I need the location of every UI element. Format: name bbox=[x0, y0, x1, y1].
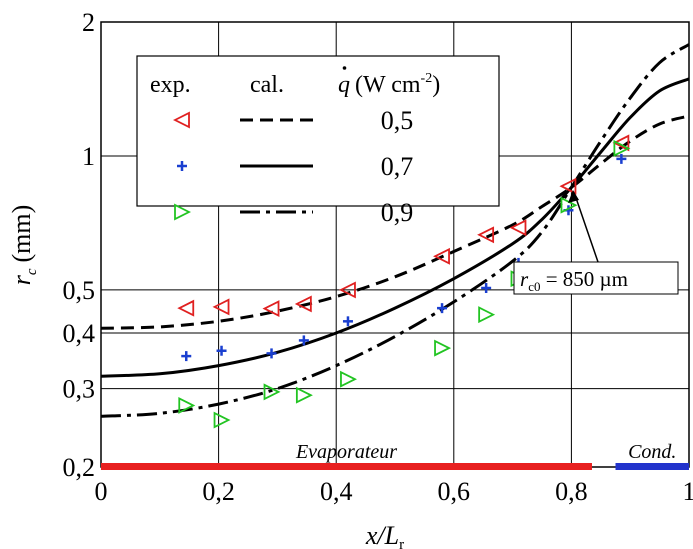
exp-point-plus bbox=[342, 316, 353, 327]
y-tick-label: 0,2 bbox=[63, 453, 96, 482]
calculated-curves bbox=[100, 43, 690, 418]
exp-point-plus bbox=[616, 153, 627, 164]
exp-point-triangle-right bbox=[178, 396, 196, 414]
y-tick-label: 1 bbox=[82, 142, 95, 171]
y-axis-label: rc(mm) bbox=[7, 205, 40, 286]
legend-header-exp: exp. bbox=[150, 72, 191, 98]
legend-marker-triangle-right bbox=[174, 203, 192, 221]
exp-point-triangle-right bbox=[295, 386, 313, 404]
exp-point-plus bbox=[216, 345, 227, 356]
legend-rows: 0,5 0,7 0,9 bbox=[172, 106, 414, 227]
zone-label-1: Cond. bbox=[628, 441, 676, 463]
legend-q-value: 0,5 bbox=[381, 106, 414, 135]
exp-point-plus bbox=[481, 282, 492, 293]
y-tick-label: 0,3 bbox=[63, 375, 96, 404]
exp-point-triangle-right bbox=[213, 411, 231, 429]
exp-point-triangle-right bbox=[478, 306, 496, 324]
exp-point-plus bbox=[298, 335, 309, 346]
x-tick-label: 0,2 bbox=[202, 477, 235, 506]
annotation-arrowhead bbox=[568, 190, 579, 203]
exp-point-triangle-left bbox=[477, 226, 495, 244]
x-tick-label: 0,4 bbox=[320, 477, 353, 506]
legend-q-value: 0,9 bbox=[381, 198, 414, 227]
axis-labels: x/Lr rc(mm) bbox=[7, 205, 404, 549]
y-tick-label: 0,4 bbox=[63, 319, 96, 348]
x-axis-label: x/Lr bbox=[365, 521, 404, 549]
exp-point-triangle-left bbox=[612, 134, 630, 152]
x-tick-label: 0 bbox=[95, 477, 108, 506]
zone-label-0: Evaporateur bbox=[295, 441, 397, 463]
exp-point-triangle-left bbox=[177, 299, 195, 317]
legend-q-dot bbox=[342, 66, 347, 70]
legend: exp. cal. q (W cm-2) 0,5 0,7 0,9 bbox=[136, 55, 500, 227]
exp-point-plus bbox=[266, 348, 277, 359]
exp-point-triangle-left bbox=[433, 247, 450, 265]
exp-point-triangle-left bbox=[509, 219, 527, 237]
legend-header-cal: cal. bbox=[250, 72, 284, 98]
cal-curve-dashdot bbox=[100, 43, 690, 418]
exp-point-triangle-left bbox=[294, 295, 312, 313]
y-tick-label: 0,5 bbox=[63, 276, 96, 305]
legend-box bbox=[136, 55, 500, 207]
annotation-text: rc0 = 850 µm bbox=[520, 267, 628, 294]
x-tick-labels: 0 0,2 0,4 0,6 0,8 1 bbox=[95, 477, 693, 506]
legend-q-value: 0,7 bbox=[381, 152, 414, 181]
exp-point-plus bbox=[181, 351, 192, 362]
exp-point-triangle-right bbox=[613, 139, 631, 157]
y-tick-label: 2 bbox=[82, 8, 95, 37]
zone-bar-0 bbox=[101, 463, 592, 470]
exp-point-triangle-right bbox=[340, 370, 357, 388]
legend-header-q: q (W cm-2) bbox=[338, 71, 440, 98]
x-tick-label: 1 bbox=[683, 477, 693, 506]
x-tick-label: 0,8 bbox=[555, 477, 588, 506]
cal-curve-solid bbox=[100, 77, 690, 378]
zone-bars: Evaporateur Cond. bbox=[101, 441, 689, 470]
annotation-box bbox=[513, 261, 679, 295]
y-tick-labels: 0,2 0,3 0,4 0,5 1 2 bbox=[63, 8, 96, 482]
annotation-arrow bbox=[574, 194, 599, 263]
exp-point-triangle-left bbox=[338, 281, 356, 299]
cal-curve-dashed bbox=[100, 114, 690, 330]
experimental-points bbox=[177, 134, 631, 429]
legend-marker-triangle-left bbox=[172, 111, 190, 129]
exp-point-triangle-right bbox=[263, 383, 281, 401]
annotation: rc0 = 850 µm bbox=[513, 190, 679, 295]
exp-point-triangle-left bbox=[559, 177, 577, 195]
exp-point-triangle-left bbox=[212, 298, 230, 316]
exp-point-triangle-right bbox=[560, 196, 578, 214]
exp-point-plus bbox=[437, 303, 448, 314]
x-tick-label: 0,6 bbox=[438, 477, 471, 506]
exp-point-triangle-left bbox=[262, 300, 280, 318]
zone-bar-1 bbox=[615, 463, 689, 470]
legend-marker-plus bbox=[177, 161, 187, 171]
exp-point-triangle-right bbox=[434, 339, 452, 357]
